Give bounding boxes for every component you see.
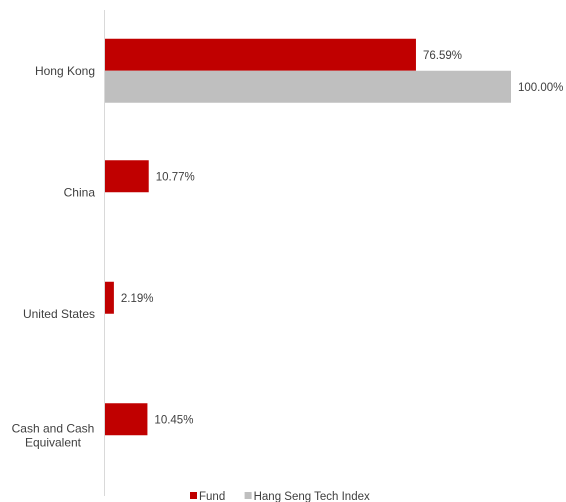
category-label-line: Hong Kong xyxy=(35,64,95,78)
legend-label-fund: Fund xyxy=(199,491,225,502)
data-label-fund-hong-kong: 76.59% xyxy=(423,50,462,62)
data-label-hang-seng-tech-index-hong-kong: 100.00% xyxy=(518,82,563,94)
data-label-fund-china: 10.77% xyxy=(156,171,195,183)
category-label-united-states: United States xyxy=(23,307,95,321)
bars-layer xyxy=(105,39,511,436)
data-label-fund-united-states: 2.19% xyxy=(121,293,154,305)
category-label-line: China xyxy=(64,185,96,199)
category-label-hong-kong: Hong Kong xyxy=(35,64,95,78)
category-label-line: United States xyxy=(23,307,95,321)
bar-fund-united-states xyxy=(105,282,114,314)
legend-swatch-hang-seng-tech-index xyxy=(245,492,252,499)
legend: Fund Hang Seng Tech Index xyxy=(190,491,370,502)
bar-hang-seng-tech-index-hong-kong xyxy=(105,71,511,103)
data-label-fund-cash-and-cash-equivalent: 10.45% xyxy=(154,414,193,426)
category-label-line: Cash and Cash xyxy=(12,421,95,435)
bar-fund-china xyxy=(105,160,149,192)
category-label-cash-and-cash-equivalent: Cash and Cash Equivalent xyxy=(12,421,95,449)
bar-fund-hong-kong xyxy=(105,39,416,71)
bar-fund-cash-and-cash-equivalent xyxy=(105,403,147,435)
labels-layer: Hong Kong 76.59% 100.00% China 10.77% United … xyxy=(12,50,564,450)
legend-swatch-fund xyxy=(190,492,197,499)
category-label-china: China xyxy=(64,185,96,199)
legend-label-hang-seng-tech-index: Hang Seng Tech Index xyxy=(254,491,370,502)
category-label-line: Equivalent xyxy=(25,435,82,449)
